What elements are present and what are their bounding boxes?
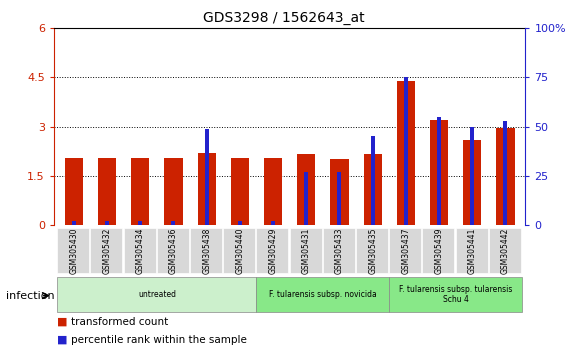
Bar <box>105 221 109 225</box>
Text: GSM305435: GSM305435 <box>368 227 377 274</box>
FancyBboxPatch shape <box>57 277 257 312</box>
Text: untreated: untreated <box>138 290 176 299</box>
Bar <box>98 158 116 225</box>
Bar <box>231 158 249 225</box>
Text: GSM305442: GSM305442 <box>501 227 510 274</box>
Bar <box>72 221 76 225</box>
Bar <box>204 129 208 225</box>
FancyBboxPatch shape <box>489 228 521 273</box>
Bar <box>404 78 408 225</box>
FancyBboxPatch shape <box>423 228 454 273</box>
FancyBboxPatch shape <box>223 228 255 273</box>
Bar <box>198 153 216 225</box>
Text: GSM305430: GSM305430 <box>69 227 78 274</box>
FancyBboxPatch shape <box>389 277 522 312</box>
Text: ■: ■ <box>57 335 67 345</box>
FancyBboxPatch shape <box>124 228 156 273</box>
Bar <box>371 136 375 225</box>
Text: GDS3298 / 1562643_at: GDS3298 / 1562643_at <box>203 11 365 25</box>
Text: GSM305441: GSM305441 <box>468 227 477 274</box>
Bar <box>337 172 341 225</box>
Text: GSM305429: GSM305429 <box>269 227 278 274</box>
Bar <box>297 154 315 225</box>
Text: ■: ■ <box>57 317 67 327</box>
FancyBboxPatch shape <box>389 228 421 273</box>
Text: GSM305432: GSM305432 <box>103 227 111 274</box>
Text: F. tularensis subsp. tularensis
Schu 4: F. tularensis subsp. tularensis Schu 4 <box>399 285 512 304</box>
FancyBboxPatch shape <box>356 228 388 273</box>
Text: GSM305438: GSM305438 <box>202 227 211 274</box>
Text: GSM305433: GSM305433 <box>335 227 344 274</box>
Bar <box>364 154 382 225</box>
FancyBboxPatch shape <box>257 228 289 273</box>
Bar <box>397 81 415 225</box>
Text: GSM305440: GSM305440 <box>235 227 244 274</box>
Bar <box>131 158 149 225</box>
Text: GSM305437: GSM305437 <box>402 227 410 274</box>
Bar <box>331 159 349 225</box>
Bar <box>304 172 308 225</box>
Bar <box>437 117 441 225</box>
Text: GSM305434: GSM305434 <box>136 227 145 274</box>
Bar <box>264 158 282 225</box>
Text: GSM305439: GSM305439 <box>435 227 444 274</box>
Text: GSM305436: GSM305436 <box>169 227 178 274</box>
FancyBboxPatch shape <box>157 228 189 273</box>
FancyBboxPatch shape <box>323 228 355 273</box>
Bar <box>164 158 182 225</box>
Bar <box>430 120 448 225</box>
FancyBboxPatch shape <box>290 228 321 273</box>
Text: GSM305431: GSM305431 <box>302 227 311 274</box>
Text: infection: infection <box>6 291 55 301</box>
Text: percentile rank within the sample: percentile rank within the sample <box>71 335 247 345</box>
Bar <box>470 126 474 225</box>
Bar <box>65 158 83 225</box>
Bar <box>172 221 176 225</box>
FancyBboxPatch shape <box>456 228 487 273</box>
Bar <box>138 221 142 225</box>
Bar <box>238 221 242 225</box>
FancyBboxPatch shape <box>57 228 89 273</box>
Bar <box>496 128 515 225</box>
Bar <box>503 121 507 225</box>
Text: transformed count: transformed count <box>71 317 168 327</box>
Bar <box>271 221 275 225</box>
FancyBboxPatch shape <box>190 228 222 273</box>
Text: F. tularensis subsp. novicida: F. tularensis subsp. novicida <box>269 290 377 299</box>
FancyBboxPatch shape <box>90 228 122 273</box>
FancyBboxPatch shape <box>257 277 389 312</box>
Bar <box>463 139 482 225</box>
